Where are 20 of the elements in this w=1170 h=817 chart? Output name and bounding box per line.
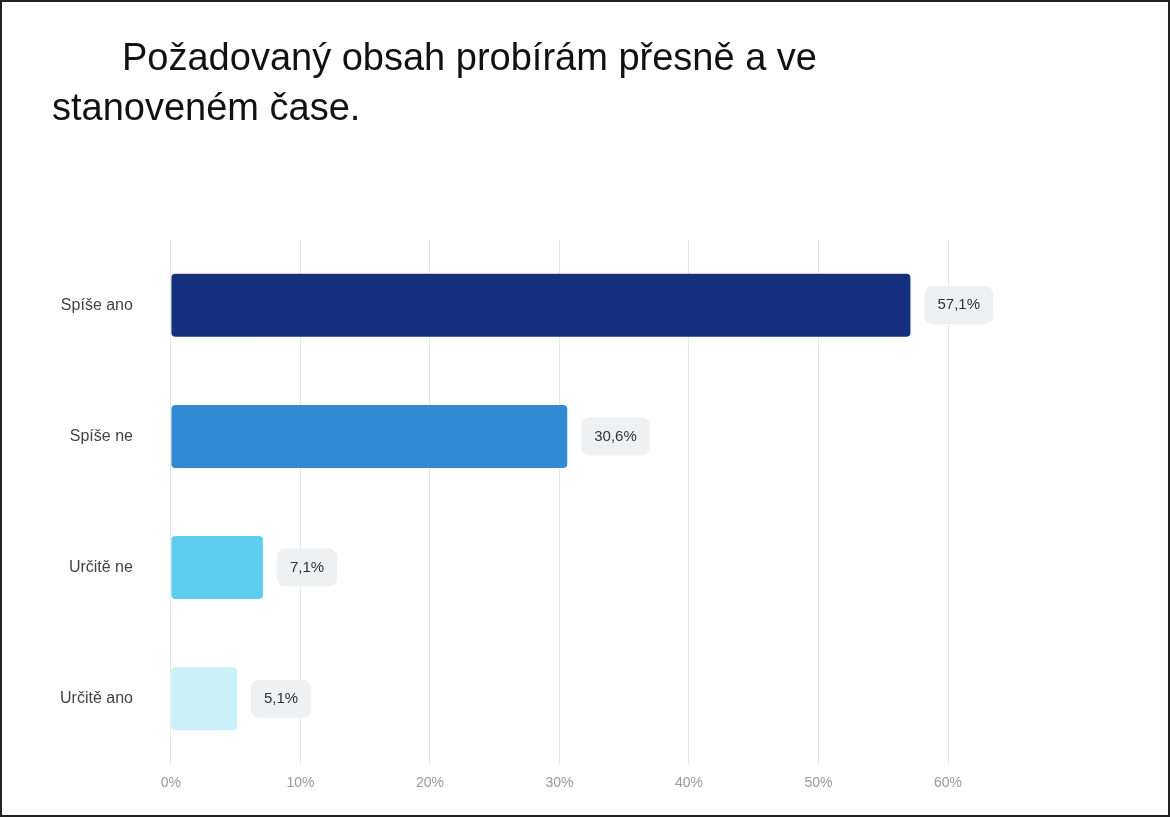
bar bbox=[171, 667, 237, 731]
data-label: 57,1% bbox=[937, 295, 980, 313]
bar bbox=[171, 273, 911, 337]
bar bbox=[171, 536, 263, 600]
chart-title: Požadovaný obsah probírám přesně a ve stanoveném čase. bbox=[52, 35, 818, 130]
x-tick-label: 0% bbox=[160, 773, 182, 790]
y-tick-label: Spíše ano bbox=[60, 295, 134, 313]
y-tick-label: Určitě ano bbox=[60, 689, 134, 707]
y-tick-label: Spíše ne bbox=[69, 426, 134, 444]
x-tick-label: 40% bbox=[674, 773, 703, 790]
bar bbox=[171, 404, 568, 468]
y-tick-label: Určitě ne bbox=[68, 558, 134, 576]
data-label: 30,6% bbox=[594, 426, 637, 444]
x-tick-label: 60% bbox=[933, 773, 963, 790]
x-tick-label: 10% bbox=[286, 773, 315, 790]
data-label: 5,1% bbox=[263, 688, 299, 706]
x-tick-label: 30% bbox=[545, 773, 574, 790]
x-tick-label: 20% bbox=[415, 773, 444, 790]
data-label: 7,1% bbox=[289, 557, 325, 575]
x-tick-label: 50% bbox=[804, 773, 833, 790]
